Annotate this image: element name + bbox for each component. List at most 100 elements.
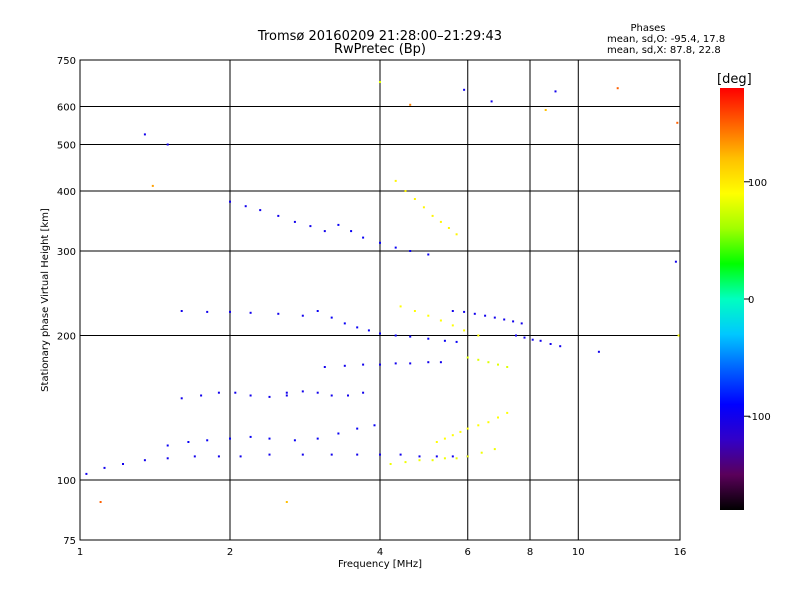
- data-point: [362, 363, 365, 366]
- data-point: [487, 421, 490, 424]
- colorbar-tick-label: 0: [748, 295, 754, 306]
- y-tick-label: 100: [57, 476, 76, 487]
- data-point: [418, 455, 421, 458]
- data-point: [394, 179, 397, 182]
- data-point: [143, 133, 146, 136]
- data-point: [427, 337, 430, 340]
- data-point: [249, 311, 252, 314]
- data-point: [455, 233, 458, 236]
- data-point: [506, 411, 509, 414]
- x-tick-label: 6: [465, 547, 471, 558]
- colorbar-tick-label: -100: [748, 412, 771, 423]
- data-point: [512, 320, 515, 323]
- colorbar-label: [deg]: [717, 72, 752, 87]
- data-point: [554, 90, 557, 93]
- data-point: [249, 394, 252, 397]
- data-point: [435, 441, 438, 443]
- data-point: [497, 416, 499, 419]
- data-point: [379, 363, 381, 366]
- x-tick-label: 16: [674, 547, 687, 558]
- data-point: [373, 424, 376, 427]
- data-point: [559, 345, 562, 348]
- y-tick-label: 750: [57, 56, 76, 67]
- data-point: [451, 434, 454, 437]
- data-point: [229, 437, 231, 440]
- data-point: [330, 316, 333, 319]
- data-point: [418, 459, 421, 462]
- data-point: [323, 366, 326, 368]
- data-point: [259, 209, 262, 212]
- data-point: [285, 394, 288, 397]
- data-point: [399, 453, 402, 456]
- data-point: [439, 319, 442, 322]
- data-point: [367, 329, 370, 332]
- data-point: [597, 350, 600, 353]
- data-point: [487, 361, 490, 364]
- data-point: [301, 390, 304, 393]
- data-point: [293, 220, 296, 223]
- data-point: [379, 332, 381, 335]
- colorbar-tick-label: 100: [748, 178, 767, 189]
- y-tick-label: 600: [57, 103, 76, 114]
- phase-box-x: mean, sd,X: 87.8, 22.8: [607, 45, 721, 56]
- data-point: [455, 340, 458, 343]
- data-point: [431, 214, 434, 217]
- data-point: [477, 424, 480, 427]
- data-point: [229, 200, 231, 203]
- data-point: [356, 453, 359, 456]
- data-point: [277, 312, 280, 315]
- data-point: [356, 427, 359, 430]
- data-point: [316, 310, 319, 312]
- data-point: [404, 190, 407, 192]
- data-point: [268, 395, 271, 398]
- data-point: [493, 448, 496, 451]
- data-point: [439, 361, 442, 364]
- data-point: [463, 88, 466, 91]
- data-point: [413, 198, 416, 200]
- data-point: [435, 455, 438, 458]
- data-point: [301, 453, 304, 456]
- data-point: [427, 361, 430, 364]
- data-point: [337, 223, 340, 226]
- data-point: [466, 455, 469, 458]
- x-tick-label: 4: [377, 547, 383, 558]
- data-point: [463, 310, 466, 313]
- data-point: [466, 356, 469, 359]
- data-point: [323, 230, 326, 233]
- data-point: [451, 455, 454, 458]
- data-point: [244, 205, 247, 208]
- data-point: [399, 305, 402, 308]
- x-axis-label: Frequency [MHz]: [338, 559, 422, 570]
- data-point: [422, 206, 425, 209]
- data-point: [143, 459, 146, 462]
- data-point: [506, 366, 509, 368]
- data-point: [379, 453, 381, 456]
- data-point: [166, 444, 169, 447]
- data-point: [356, 326, 359, 329]
- data-point: [362, 236, 365, 239]
- data-point: [343, 364, 346, 367]
- data-point: [484, 314, 487, 317]
- data-point: [480, 451, 483, 454]
- data-point: [350, 230, 353, 233]
- grid-layer: [80, 60, 680, 540]
- data-point: [293, 439, 296, 442]
- data-point: [477, 334, 480, 337]
- y-tick-label: 75: [63, 536, 76, 547]
- data-point: [515, 334, 517, 337]
- data-point: [544, 109, 547, 111]
- colorbar-ticks: 100 0 -100: [744, 178, 771, 423]
- data-point: [520, 322, 523, 325]
- data-point: [151, 184, 154, 187]
- data-point: [180, 310, 183, 312]
- y-tick-label: 400: [57, 187, 76, 198]
- phase-box-heading: Phases: [630, 23, 665, 34]
- data-point: [539, 339, 542, 342]
- y-tick-label: 500: [57, 141, 76, 152]
- data-point: [166, 457, 169, 460]
- data-point: [409, 250, 412, 252]
- data-point: [277, 214, 280, 217]
- x-ticks: 1 2 4 6 8 10 16: [77, 547, 687, 558]
- data-point: [379, 241, 381, 244]
- data-point: [330, 394, 333, 397]
